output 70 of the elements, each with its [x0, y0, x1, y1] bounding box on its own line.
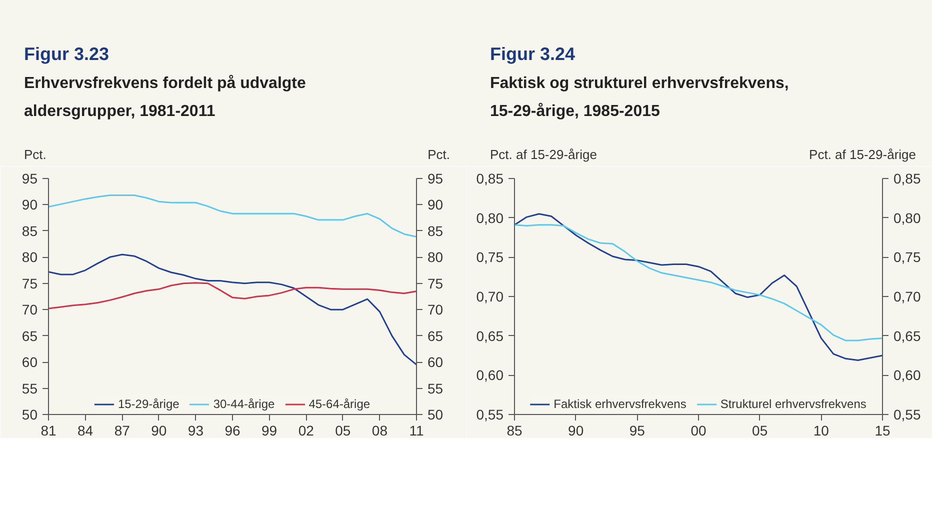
y2-tick-label: 0,55 — [894, 406, 921, 422]
line-series — [48, 254, 416, 366]
legend-label: Faktisk erhvervsfrekvens — [554, 397, 686, 411]
y2-tick-label: 0,75 — [894, 249, 921, 266]
legend-label: 45-64-årige — [308, 397, 370, 411]
y-tick-label: 70 — [22, 302, 38, 318]
y2-tick-label: 75 — [428, 275, 444, 292]
x-tick-label: 95 — [629, 422, 646, 438]
y-tick-label: 0,85 — [476, 170, 504, 186]
y2-tick-label: 85 — [428, 222, 444, 239]
y-axis-title: Pct. af 15-29-årige — [490, 146, 597, 164]
y-tick-label: 60 — [22, 354, 38, 370]
chart-subtitle: Erhvervsfrekvens fordelt på udvalgte aldersgrupper, 1981-2011 — [24, 74, 306, 122]
x-tick-label: 05 — [335, 422, 351, 438]
chart-title: Figur 3.24 — [490, 43, 576, 66]
y2-tick-label: 50 — [428, 406, 444, 422]
x-tick-label: 96 — [224, 422, 240, 438]
y2-tick-label: 65 — [428, 328, 444, 344]
x-tick-label: 02 — [298, 422, 314, 438]
y2-tick-label: 0,80 — [894, 210, 921, 226]
y2-axis-title: Pct. af 15-29-årige — [809, 146, 916, 164]
x-tick-label: 99 — [262, 422, 278, 438]
y2-tick-label: 80 — [428, 249, 444, 266]
y-tick-label: 0,80 — [476, 210, 504, 226]
y2-tick-label: 0,70 — [894, 288, 921, 304]
y-tick-label: 50 — [22, 406, 38, 422]
y-tick-label: 90 — [22, 196, 38, 213]
chart-title: Figur 3.23 — [24, 43, 110, 66]
line-series — [514, 213, 882, 361]
y2-tick-label: 70 — [428, 302, 444, 318]
y-tick-label: 0,75 — [476, 249, 504, 266]
x-tick-label: 15 — [874, 422, 890, 438]
x-tick-label: 85 — [506, 422, 522, 438]
legend-label: Strukturel erhvervsfrekvens — [720, 397, 866, 411]
x-tick-label: 90 — [151, 422, 167, 438]
y-tick-label: 85 — [22, 222, 38, 239]
y2-tick-label: 60 — [428, 354, 444, 370]
y-tick-label: 0,70 — [476, 288, 504, 304]
x-tick-label: 90 — [568, 422, 584, 438]
legend-label: 30-44-årige — [213, 397, 275, 411]
y-tick-label: 55 — [22, 380, 38, 396]
legend-label: 15-29-årige — [118, 397, 180, 411]
x-tick-label: 05 — [752, 422, 768, 438]
line-series — [48, 194, 416, 238]
x-tick-label: 08 — [372, 422, 388, 438]
x-tick-label: 10 — [813, 422, 830, 438]
x-tick-label: 00 — [690, 422, 706, 438]
x-tick-label: 84 — [78, 422, 94, 438]
y2-tick-label: 90 — [428, 196, 444, 213]
y2-tick-label: 0,65 — [894, 328, 921, 344]
y2-tick-label: 95 — [428, 170, 444, 186]
y-tick-label: 0,55 — [476, 406, 504, 422]
x-tick-label: 93 — [188, 422, 204, 438]
y-tick-label: 75 — [22, 275, 38, 292]
y-tick-label: 0,60 — [476, 367, 504, 384]
y-tick-label: 65 — [22, 328, 38, 344]
x-tick-label: 81 — [40, 422, 56, 438]
y2-axis-title: Pct. — [428, 146, 450, 164]
line-series — [48, 282, 416, 310]
line-series — [514, 224, 882, 342]
y2-tick-label: 55 — [428, 380, 444, 396]
y-tick-label: 0,65 — [476, 328, 504, 344]
y2-tick-label: 0,60 — [894, 367, 921, 384]
y-tick-label: 80 — [22, 249, 38, 266]
y-tick-label: 95 — [22, 170, 38, 186]
y-axis-title: Pct. — [24, 146, 46, 164]
y2-tick-label: 0,85 — [894, 170, 921, 186]
x-tick-label: 11 — [409, 422, 424, 438]
x-tick-label: 87 — [114, 422, 130, 438]
chart-subtitle: Faktisk og strukturel erhvervsfrekvens, 15-29-årige, 1985-2015 — [490, 74, 789, 122]
